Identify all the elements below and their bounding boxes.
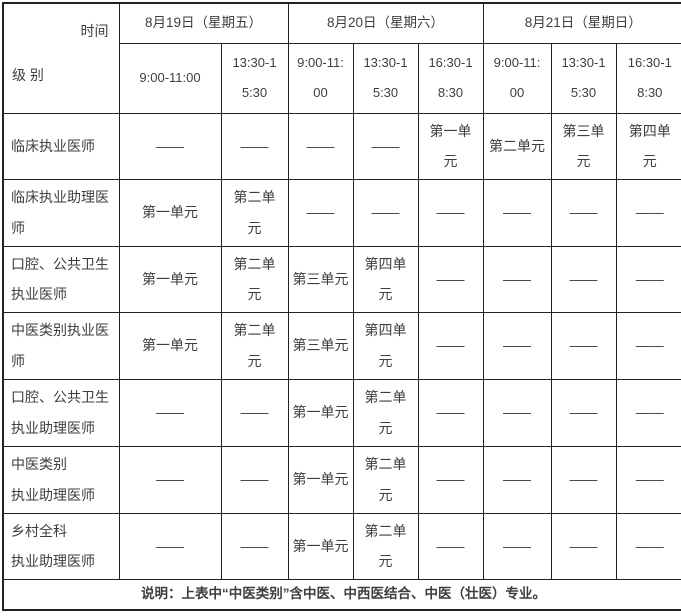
schedule-cell: ——	[615, 178, 681, 247]
schedule-cell: 第二单 元	[220, 178, 289, 247]
note-text: 说明：上表中“中医类别”含中医、中西医结合、中医（壮医）专业。	[2, 578, 681, 611]
schedule-cell: ——	[220, 512, 289, 580]
schedule-cell: 第四单 元	[352, 245, 419, 313]
row-label: 临床执业助理医 师	[2, 178, 120, 247]
schedule-cell: ——	[118, 445, 222, 514]
schedule-cell: ——	[482, 311, 552, 380]
schedule-cell: ——	[550, 245, 617, 313]
table-row: 临床执业助理医 师 第一单元 第二单 元 —— —— —— —— —— ——	[2, 178, 681, 247]
schedule-cell: ——	[220, 378, 289, 447]
schedule-cell: ——	[482, 445, 552, 514]
schedule-cell: ——	[118, 112, 222, 180]
schedule-cell: ——	[615, 445, 681, 514]
schedule-cell: 第二单 元	[352, 512, 419, 580]
schedule-cell: ——	[482, 178, 552, 247]
table-row: 中医类别执业医 师 第一单元 第二单 元 第三单元 第四单 元 —— —— ——…	[2, 311, 681, 380]
schedule-cell: ——	[550, 445, 617, 514]
time-header: 16:30-1 8:30	[615, 42, 681, 114]
row-label: 口腔、公共卫生 执业助理医师	[2, 378, 120, 447]
schedule-cell: 第一单元	[118, 178, 222, 247]
schedule-cell: ——	[220, 445, 289, 514]
corner-header-cell: 时间 级 别	[2, 2, 120, 114]
row-label: 乡村全科 执业助理医师	[2, 512, 120, 580]
schedule-cell: ——	[550, 178, 617, 247]
table-row: 口腔、公共卫生 执业医师 第一单元 第二单 元 第三单元 第四单 元 —— ——…	[2, 245, 681, 313]
schedule-cell: ——	[615, 245, 681, 313]
time-header: 9:00-11: 00	[287, 42, 354, 114]
schedule-cell: ——	[482, 245, 552, 313]
schedule-cell: 第二单 元	[352, 378, 419, 447]
schedule-cell: 第三单元	[287, 245, 354, 313]
schedule-cell: ——	[287, 178, 354, 247]
schedule-cell: ——	[417, 512, 484, 580]
schedule-cell: ——	[118, 378, 222, 447]
schedule-cell: ——	[550, 378, 617, 447]
schedule-cell: ——	[417, 311, 484, 380]
time-header: 13:30-1 5:30	[550, 42, 617, 114]
note-row: 说明：上表中“中医类别”含中医、中西医结合、中医（壮医）专业。	[2, 578, 681, 611]
row-label: 中医类别执业医 师	[2, 311, 120, 380]
schedule-cell: ——	[417, 445, 484, 514]
schedule-cell: 第二单 元	[352, 445, 419, 514]
time-header: 16:30-1 8:30	[417, 42, 484, 114]
schedule-cell: 第二单 元	[220, 311, 289, 380]
schedule-cell: ——	[118, 512, 222, 580]
date-header-aug20: 8月20日（星期六）	[287, 2, 484, 44]
schedule-cell: ——	[220, 112, 289, 180]
table-row: 临床执业医师 —— —— —— —— 第一单 元 第二单元 第三单 元 第四单 …	[2, 112, 681, 180]
row-label: 口腔、公共卫生 执业医师	[2, 245, 120, 313]
schedule-cell: ——	[615, 378, 681, 447]
schedule-cell: ——	[417, 245, 484, 313]
schedule-cell: 第三单 元	[550, 112, 617, 180]
table-row: 乡村全科 执业助理医师 —— —— 第一单元 第二单 元 —— —— —— ——	[2, 512, 681, 580]
schedule-cell: 第一单元	[287, 378, 354, 447]
schedule-cell: 第一单元	[118, 311, 222, 380]
row-label: 中医类别 执业助理医师	[2, 445, 120, 514]
schedule-cell: ——	[417, 178, 484, 247]
time-header: 9:00-11: 00	[482, 42, 552, 114]
schedule-cell: ——	[287, 112, 354, 180]
time-header: 13:30-1 5:30	[220, 42, 289, 114]
corner-time-label: 时间	[80, 23, 109, 39]
corner-level-label: 级 别	[12, 67, 44, 83]
time-header: 13:30-1 5:30	[352, 42, 419, 114]
schedule-cell: ——	[615, 512, 681, 580]
schedule-cell: ——	[482, 512, 552, 580]
time-header: 9:00-11:00	[118, 42, 222, 114]
schedule-cell: 第一单元	[287, 512, 354, 580]
schedule-cell: 第四单 元	[352, 311, 419, 380]
date-header-row: 时间 级 别 8月19日（星期五） 8月20日（星期六） 8月21日（星期日）	[2, 2, 681, 114]
schedule-cell: ——	[352, 112, 419, 180]
schedule-cell: ——	[482, 378, 552, 447]
schedule-cell: 第一单 元	[417, 112, 484, 180]
row-label: 临床执业医师	[2, 112, 120, 180]
date-header-aug19: 8月19日（星期五）	[118, 2, 289, 44]
date-header-aug21: 8月21日（星期日）	[482, 2, 681, 44]
schedule-cell: 第一单元	[287, 445, 354, 514]
schedule-cell: 第四单 元	[615, 112, 681, 180]
schedule-cell: ——	[615, 311, 681, 380]
table-row: 口腔、公共卫生 执业助理医师 —— —— 第一单元 第二单 元 —— —— ——…	[2, 378, 681, 447]
table-row: 中医类别 执业助理医师 —— —— 第一单元 第二单 元 —— —— —— ——	[2, 445, 681, 514]
schedule-cell: ——	[550, 512, 617, 580]
schedule-cell: ——	[352, 178, 419, 247]
schedule-cell: 第二单元	[482, 112, 552, 180]
schedule-cell: ——	[417, 378, 484, 447]
schedule-cell: 第三单元	[287, 311, 354, 380]
schedule-cell: ——	[550, 311, 617, 380]
time-header-row: 9:00-11:00 13:30-1 5:30 9:00-11: 00 13:3…	[3, 42, 681, 114]
schedule-cell: 第一单元	[118, 245, 222, 313]
schedule-cell: 第二单 元	[220, 245, 289, 313]
